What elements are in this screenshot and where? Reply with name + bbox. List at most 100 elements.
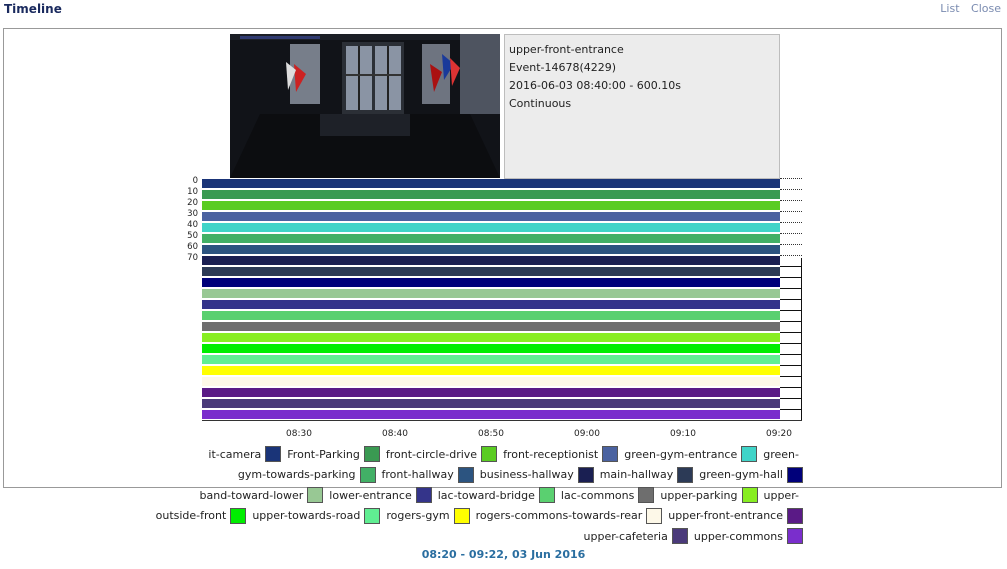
- score-tick-label: 10: [187, 187, 198, 197]
- legend-item[interactable]: lower-entrance: [323, 487, 432, 503]
- legend-label: front-receptionist: [503, 447, 599, 461]
- legend-item[interactable]: rogers-gym: [380, 507, 470, 524]
- legend-row: band-toward-lower lower-entrance lac-towar…: [194, 487, 804, 503]
- legend-item[interactable]: upper-commons: [688, 528, 803, 544]
- grid-line: [780, 409, 802, 410]
- legend-label: outside-front: [155, 509, 227, 522]
- legend-swatch: [538, 487, 555, 503]
- legend-item[interactable]: lac-toward-bridge: [432, 487, 555, 503]
- legend-item[interactable]: outside-front: [150, 507, 247, 524]
- legend-label: rogers-commons-towards-rear: [475, 509, 643, 522]
- close-link[interactable]: Close: [971, 2, 1001, 15]
- timeline-bar-upper-towards-road[interactable]: [202, 355, 780, 364]
- legend-item[interactable]: green-: [757, 448, 803, 461]
- legend-row: upper-cafeteria upper-commons: [578, 528, 803, 544]
- legend-item[interactable]: it-camera: [202, 446, 282, 462]
- timeline-bar-upper-outside-front[interactable]: [202, 344, 780, 353]
- legend-swatch: [602, 446, 619, 462]
- grid-line: [780, 189, 802, 190]
- legend-item[interactable]: green-gym-hall: [693, 466, 803, 483]
- legend-label: green-gym-entrance: [624, 447, 738, 461]
- legend-item[interactable]: upper-towards-road: [246, 507, 381, 524]
- timeline-bar-front-circle-drive[interactable]: [202, 201, 780, 210]
- event-preview-image[interactable]: [230, 34, 500, 178]
- timeline-bar-it-camera[interactable]: [202, 179, 780, 188]
- legend-item[interactable]: upper-: [758, 489, 804, 502]
- timeline-bar-front-receptionist[interactable]: [202, 212, 780, 221]
- legend-swatch: [363, 446, 380, 462]
- legend-row: it-camera Front-Parking front-circle-drive…: [202, 446, 803, 462]
- legend-row: gym-towards-parking front-hallway business…: [232, 466, 803, 483]
- grid-line: [780, 354, 802, 355]
- legend-swatch: [307, 487, 324, 503]
- timeline-bar-business-hallway[interactable]: [202, 256, 780, 265]
- grid-line: [780, 277, 802, 278]
- grid-line: [780, 321, 802, 322]
- legend-swatch: [638, 487, 655, 503]
- grid-line: [780, 365, 802, 366]
- timeline-bar-green-gym-towards-parking[interactable]: [202, 234, 780, 243]
- legend-item[interactable]: band-toward-lower: [194, 487, 324, 503]
- timeline-frame: [3, 28, 1002, 488]
- legend-swatch: [671, 528, 688, 544]
- timeline-bar-lower-entrance[interactable]: [202, 300, 780, 309]
- score-tick-label: 40: [187, 220, 198, 230]
- legend-item[interactable]: lac-commons: [555, 487, 655, 503]
- legend-label: lac-toward-bridge: [437, 488, 535, 502]
- timeline-bar-lac-commons[interactable]: [202, 322, 780, 331]
- legend-item[interactable]: Front-Parking: [281, 446, 380, 462]
- legend-item[interactable]: upper-cafeteria: [578, 528, 688, 544]
- timeline-bars[interactable]: [202, 178, 780, 420]
- time-tick-label: 08:50: [478, 429, 504, 439]
- legend-swatch: [787, 466, 803, 483]
- legend-item[interactable]: upper-front-entrance: [662, 507, 803, 524]
- timeline-bar-band-toward-lower[interactable]: [202, 289, 780, 298]
- legend-item[interactable]: rogers-commons-towards-rear: [470, 507, 663, 524]
- timeline-bar-main-hallway[interactable]: [202, 267, 780, 276]
- score-tick-label: 0: [192, 176, 198, 186]
- grid-line: [780, 387, 802, 388]
- legend-swatch: [741, 446, 758, 462]
- legend-label: upper-towards-road: [252, 509, 361, 522]
- list-link[interactable]: List: [940, 2, 960, 15]
- time-tick-label: 08:30: [286, 429, 312, 439]
- legend-swatch: [787, 507, 803, 524]
- legend-item[interactable]: front-circle-drive: [380, 446, 498, 462]
- legend-label: main-hallway: [599, 468, 674, 481]
- legend-label: Front-Parking: [287, 447, 360, 461]
- grid-line: [780, 299, 802, 300]
- timeline-bar-front-hallway[interactable]: [202, 245, 780, 254]
- legend-item[interactable]: front-receptionist: [497, 446, 619, 462]
- timeline-bar-green-gym-entrance[interactable]: [202, 223, 780, 232]
- legend-label: front-circle-drive: [385, 447, 478, 461]
- grid-line: [780, 266, 802, 267]
- timeline-bar-upper-cafeteria[interactable]: [202, 399, 780, 408]
- event-info-panel: upper-front-entrance Event-14678(4229) 2…: [504, 34, 780, 179]
- event-id[interactable]: Event-14678(4229): [509, 61, 617, 74]
- timeline-bar-upper-front-entrance[interactable]: [202, 388, 780, 397]
- legend-item[interactable]: front-hallway: [376, 466, 474, 483]
- timeline-bar-rogers-commons-towards-rear[interactable]: [202, 377, 780, 386]
- legend-item[interactable]: green-gym-entrance: [618, 446, 758, 462]
- legend-row: outside-front upper-towards-road rogers-gy…: [150, 507, 803, 524]
- legend-item[interactable]: gym-towards-parking: [232, 466, 376, 483]
- grid-line: [780, 343, 802, 344]
- grid-line: [780, 398, 802, 399]
- timeline-bar-green-gym-hall[interactable]: [202, 278, 780, 287]
- legend-item[interactable]: upper-parking: [654, 487, 758, 503]
- legend-label: lower-entrance: [329, 488, 412, 502]
- timeline-bar-rogers-gym[interactable]: [202, 366, 780, 375]
- timeline-bar-lac-toward-bridge[interactable]: [202, 311, 780, 320]
- timeline-grid-right: [780, 178, 802, 420]
- timeline-bar-Front-Parking[interactable]: [202, 190, 780, 199]
- time-axis-line: [202, 420, 802, 421]
- event-datetime: 2016-06-03 08:40:00 - 600.10s: [509, 79, 682, 92]
- legend-swatch: [230, 507, 247, 524]
- legend-item[interactable]: business-hallway: [474, 466, 594, 483]
- legend-label: front-hallway: [381, 468, 454, 481]
- timeline-bar-upper-commons[interactable]: [202, 410, 780, 419]
- timeline-bar-upper-parking[interactable]: [202, 333, 780, 342]
- legend-item[interactable]: main-hallway: [594, 466, 694, 483]
- time-axis: 08:30 08:40 08:50 09:00 09:10 09:20: [202, 429, 802, 443]
- legend-label: green-gym-hall: [699, 468, 783, 481]
